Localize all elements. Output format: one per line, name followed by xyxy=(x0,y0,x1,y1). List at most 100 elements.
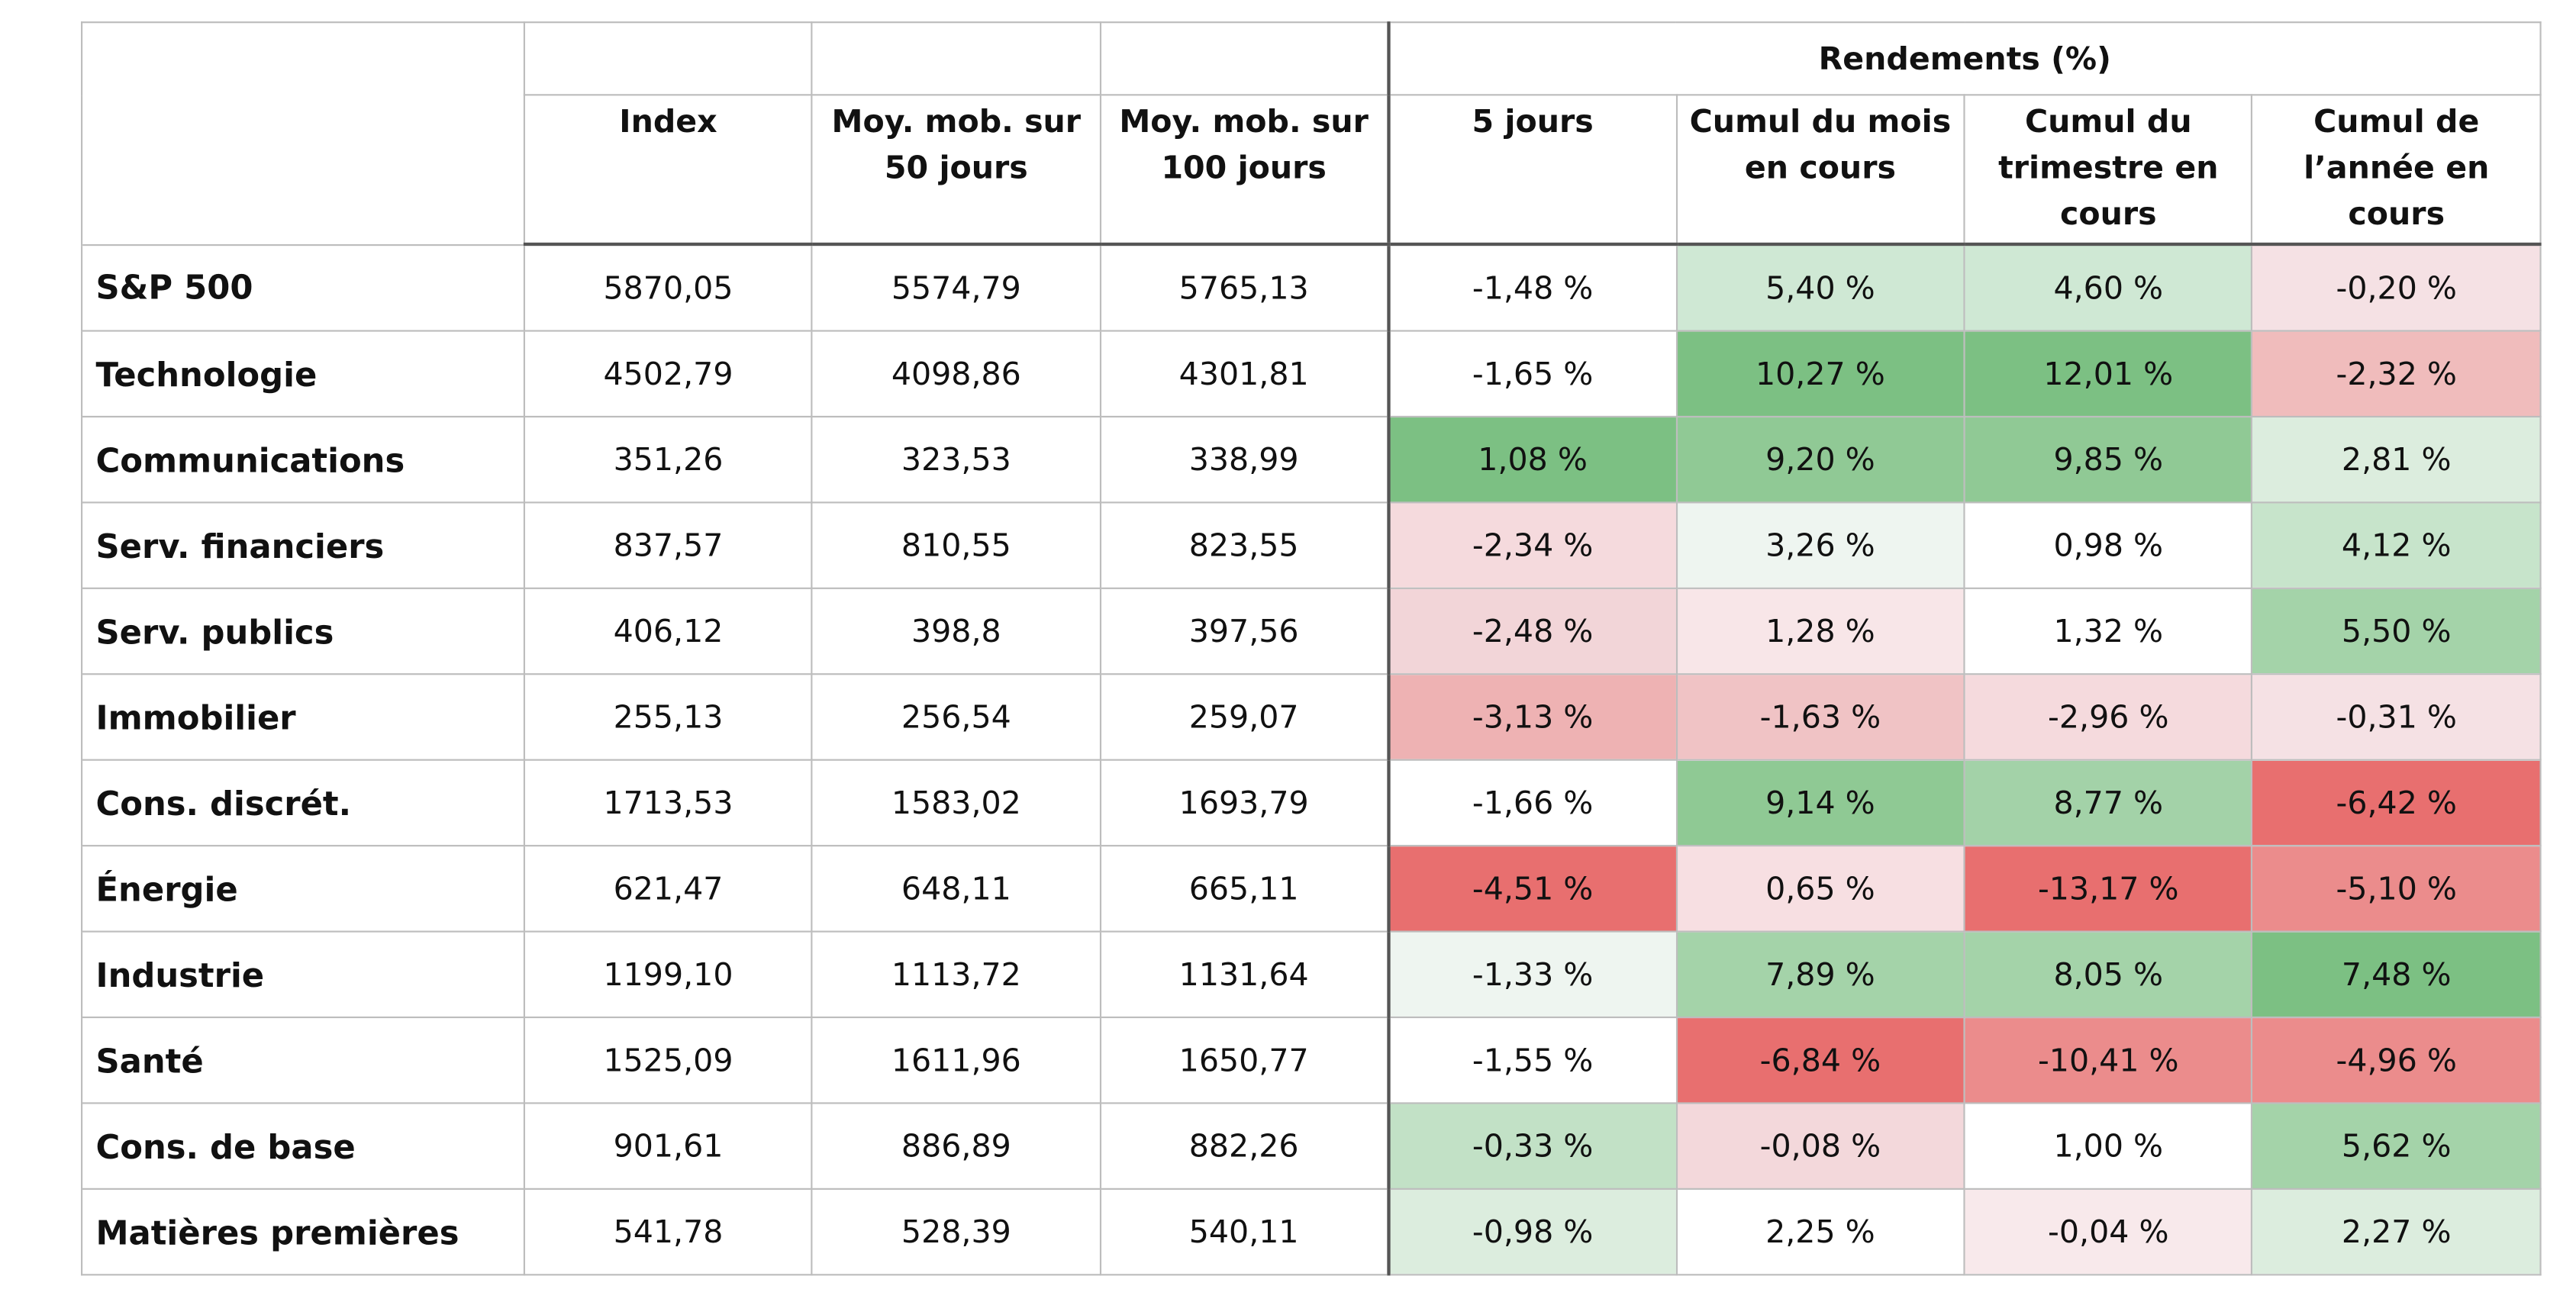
return-cell: 9,20 % xyxy=(1675,415,1965,504)
row-label: Serv. publics xyxy=(81,587,525,675)
return-cell: 5,40 % xyxy=(1675,243,1965,332)
return-cell: 8,05 % xyxy=(1963,930,2254,1019)
return-cell: 1,28 % xyxy=(1675,587,1965,675)
return-cell: -3,13 % xyxy=(1386,673,1678,761)
level-cell: 398,8 xyxy=(811,587,1101,675)
row-label: Immobilier xyxy=(81,673,525,761)
return-cell: 1,08 % xyxy=(1386,415,1678,504)
header-row: Index Moy. mob. sur 50 jours Moy. mob. s… xyxy=(82,94,2542,247)
return-cell: 9,85 % xyxy=(1963,415,2254,504)
return-cell: -6,84 % xyxy=(1675,1016,1965,1104)
level-cell: 1713,53 xyxy=(523,759,814,847)
return-cell: -6,42 % xyxy=(2251,759,2542,847)
return-cell: -13,17 % xyxy=(1963,845,2254,933)
return-cell: -0,20 % xyxy=(2251,243,2542,332)
level-cell: 882,26 xyxy=(1099,1102,1389,1190)
level-cell: 823,55 xyxy=(1099,501,1389,589)
column-header-label: Cumul de l’année en cours xyxy=(2304,104,2490,233)
level-cell: 397,56 xyxy=(1099,587,1389,675)
return-cell: 2,25 % xyxy=(1675,1188,1965,1276)
row-label: Industrie xyxy=(81,930,525,1019)
row-label: Serv. financiers xyxy=(81,501,525,589)
return-cell: 2,27 % xyxy=(2251,1188,2542,1276)
table-row: S&P 500 5870,05 5574,79 5765,13 -1,48 % 5,40 … xyxy=(81,243,2542,332)
return-cell: -4,51 % xyxy=(1386,845,1678,933)
level-cell: 255,13 xyxy=(523,673,814,761)
level-cell: 810,55 xyxy=(811,501,1101,589)
returns-group-header: Rendements (%) xyxy=(1386,21,2542,96)
return-cell: -0,08 % xyxy=(1675,1102,1965,1190)
level-cell: 901,61 xyxy=(523,1102,814,1190)
table-row: Santé 1525,09 1611,96 1650,77 -1,55 % -6,84 %… xyxy=(81,1016,2542,1104)
return-cell: 7,89 % xyxy=(1675,930,1965,1019)
return-cell: 3,26 % xyxy=(1675,501,1965,589)
level-cell: 4502,79 xyxy=(523,330,814,418)
return-cell: -1,65 % xyxy=(1386,330,1678,418)
return-cell: 2,81 % xyxy=(2251,415,2542,504)
level-cell: 5870,05 xyxy=(523,243,814,332)
level-cell: 541,78 xyxy=(523,1188,814,1276)
return-cell: -4,96 % xyxy=(2251,1016,2542,1104)
return-cell: -1,63 % xyxy=(1675,673,1965,761)
return-cell: 8,77 % xyxy=(1963,759,2254,847)
return-cell: -1,33 % xyxy=(1386,930,1678,1019)
row-label: Cons. discrét. xyxy=(81,759,525,847)
level-cell: 1583,02 xyxy=(811,759,1101,847)
level-cell: 540,11 xyxy=(1099,1188,1389,1276)
column-header-ytd: Cumul de l’année en cours xyxy=(2251,94,2542,247)
return-cell: 0,65 % xyxy=(1675,845,1965,933)
level-cell: 665,11 xyxy=(1099,845,1389,933)
table-row: Énergie 621,47 648,11 665,11 -4,51 % 0,65 % -1… xyxy=(81,845,2542,933)
header-group-row: Rendements (%) xyxy=(81,21,2542,245)
header-blank-cell xyxy=(523,21,814,96)
level-cell: 1131,64 xyxy=(1099,930,1389,1019)
level-cell: 338,99 xyxy=(1099,415,1389,504)
level-cell: 886,89 xyxy=(811,1102,1101,1190)
return-cell: -1,55 % xyxy=(1386,1016,1678,1104)
table-row: Cons. discrét. 1713,53 1583,02 1693,79 -1,66… xyxy=(81,759,2542,847)
row-label: Technologie xyxy=(81,330,525,418)
column-header-ma50: Moy. mob. sur 50 jours xyxy=(811,94,1101,247)
column-header-label: Cumul du mois en cours xyxy=(1689,104,1952,187)
level-cell: 621,47 xyxy=(523,845,814,933)
column-header-label: Index xyxy=(619,104,717,140)
return-cell: -0,31 % xyxy=(2251,673,2542,761)
return-cell: 0,98 % xyxy=(1963,501,2254,589)
row-label: Matières premières xyxy=(81,1188,525,1276)
return-cell: 4,60 % xyxy=(1963,243,2254,332)
table-row: Matières premières 541,78 528,39 540,11 -0,9… xyxy=(81,1188,2542,1276)
level-cell: 4098,86 xyxy=(811,330,1101,418)
return-cell: 7,48 % xyxy=(2251,930,2542,1019)
column-header-label: Cumul du trimestre en cours xyxy=(1998,104,2219,233)
return-cell: -10,41 % xyxy=(1963,1016,2254,1104)
column-header-index: Index xyxy=(523,94,814,247)
table-row: Cons. de base 901,61 886,89 882,26 -0,33 % -0… xyxy=(81,1102,2542,1190)
level-cell: 1199,10 xyxy=(523,930,814,1019)
return-cell: -1,48 % xyxy=(1386,243,1678,332)
level-cell: 1113,72 xyxy=(811,930,1101,1019)
level-cell: 528,39 xyxy=(811,1188,1101,1276)
column-header-qtd: Cumul du trimestre en cours xyxy=(1963,94,2254,247)
table-row: Immobilier 255,13 256,54 259,07 -3,13 % -1,63… xyxy=(81,673,2542,761)
row-label: Communications xyxy=(81,415,525,504)
return-cell: -0,04 % xyxy=(1963,1188,2254,1276)
level-cell: 1650,77 xyxy=(1099,1016,1389,1104)
return-cell: 1,00 % xyxy=(1963,1102,2254,1190)
level-cell: 648,11 xyxy=(811,845,1101,933)
return-cell: -0,33 % xyxy=(1386,1102,1678,1190)
sector-returns-table: Rendements (%) Index Moy. mob. sur 50 jo… xyxy=(81,21,2542,1276)
return-cell: 1,32 % xyxy=(1963,587,2254,675)
column-header-ma100: Moy. mob. sur 100 jours xyxy=(1099,94,1389,247)
level-cell: 351,26 xyxy=(523,415,814,504)
table-row: Industrie 1199,10 1113,72 1131,64 -1,33 % 7,8… xyxy=(81,930,2542,1019)
level-cell: 837,57 xyxy=(523,501,814,589)
return-cell: 9,14 % xyxy=(1675,759,1965,847)
header-blank-cell xyxy=(1099,21,1389,96)
return-cell: 4,12 % xyxy=(2251,501,2542,589)
level-cell: 406,12 xyxy=(523,587,814,675)
level-cell: 1611,96 xyxy=(811,1016,1101,1104)
column-header-label: Moy. mob. sur 50 jours xyxy=(831,104,1082,187)
column-header-label: Moy. mob. sur 100 jours xyxy=(1119,104,1369,187)
